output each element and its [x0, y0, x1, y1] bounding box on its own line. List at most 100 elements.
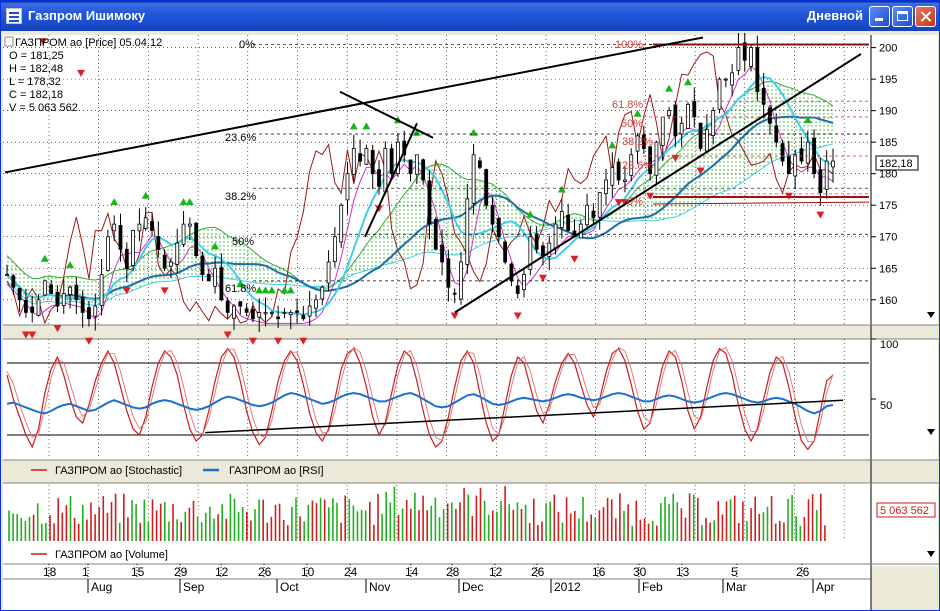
- candle-body: [137, 223, 142, 232]
- candle-body: [799, 148, 804, 162]
- fib-label-right: 50%: [621, 118, 643, 130]
- candle-body: [534, 233, 539, 250]
- up-arrow-icon: [110, 198, 119, 206]
- time-tick-label: 5: [731, 565, 738, 579]
- indicator-panel[interactable]: [3, 339, 871, 460]
- candle-body: [686, 103, 690, 129]
- candle-body: [238, 301, 243, 307]
- up-arrow-icon: [261, 286, 270, 294]
- candle-body: [345, 173, 350, 201]
- up-arrow-icon: [255, 286, 264, 294]
- scroll-down-icon[interactable]: [927, 551, 935, 557]
- candle-body: [553, 223, 558, 249]
- title-bar[interactable]: Газпром Ишимоку Дневной: [1, 1, 939, 31]
- candle-body: [55, 291, 60, 307]
- time-tick-label: 29: [174, 565, 188, 579]
- price-axis-label: 160: [879, 295, 897, 307]
- up-arrow-icon: [683, 78, 692, 86]
- candle-body: [87, 307, 91, 320]
- down-arrow-icon: [696, 167, 705, 175]
- baseline-line: [6, 115, 834, 300]
- candle-body: [623, 179, 627, 182]
- indicator-tick-label: 100: [880, 339, 898, 351]
- candle-body: [490, 204, 495, 225]
- candle-body: [541, 245, 545, 257]
- minimize-button[interactable]: [869, 6, 890, 27]
- scroll-down-icon[interactable]: [927, 429, 935, 435]
- candle-body: [105, 236, 110, 271]
- trendline-channel: [454, 53, 862, 314]
- time-tick-label: 28: [446, 565, 460, 579]
- candle-body: [465, 198, 470, 265]
- candle-body: [786, 155, 791, 175]
- period-label[interactable]: Дневной: [806, 8, 863, 23]
- rsi-trendline: [205, 399, 844, 434]
- maximize-button[interactable]: [892, 6, 913, 27]
- time-tick-label: 14: [405, 565, 419, 579]
- candle-body: [440, 244, 444, 263]
- scroll-down-icon[interactable]: [927, 312, 935, 318]
- candle-body: [36, 299, 41, 316]
- month-label: Feb: [642, 580, 663, 594]
- candle-body: [169, 261, 173, 267]
- down-arrow-icon: [274, 337, 283, 345]
- trendline-short: [364, 122, 418, 238]
- candle-body: [42, 280, 47, 296]
- candle-body: [831, 160, 835, 168]
- fib-label-left: 23.6%: [225, 132, 256, 144]
- candle-body: [118, 225, 123, 250]
- candle-body: [452, 292, 457, 295]
- legend-symbol: ГАЗПРОМ ао [Price] 05.04.12: [15, 37, 162, 49]
- time-tick-label: 24: [344, 565, 358, 579]
- app-icon: [6, 8, 22, 24]
- candle-body: [427, 180, 432, 225]
- candle-body: [377, 169, 381, 187]
- candle-body: [629, 154, 634, 176]
- time-tick-label: 26: [796, 565, 810, 579]
- time-tick-label: 12: [215, 565, 229, 579]
- down-arrow-icon: [375, 205, 384, 213]
- time-tick-label: 26: [258, 565, 272, 579]
- candle-body: [616, 161, 621, 181]
- candle-body: [528, 236, 533, 271]
- candle-body: [175, 242, 180, 265]
- up-arrow-icon: [179, 198, 188, 206]
- candle-body: [711, 110, 716, 136]
- close-button[interactable]: [915, 6, 936, 27]
- down-arrow-icon: [816, 211, 825, 219]
- time-tick-label: 15: [131, 565, 145, 579]
- candle-body: [30, 306, 35, 313]
- legend-open: O = 181,25: [9, 50, 64, 62]
- candle-body: [742, 42, 747, 61]
- candle-body: [459, 261, 463, 300]
- last-price-label: 182,18: [879, 158, 913, 170]
- candle-body: [232, 305, 236, 319]
- candle-body: [591, 210, 596, 219]
- up-arrow-icon: [349, 122, 358, 130]
- candle-body: [351, 148, 356, 175]
- candle-body: [503, 241, 508, 263]
- indicator-axis: [871, 339, 938, 460]
- candle-body: [74, 284, 79, 301]
- up-arrow-icon: [557, 185, 566, 193]
- up-arrow-icon: [185, 198, 194, 206]
- price-axis-label: 170: [879, 232, 897, 244]
- candle-body: [364, 148, 369, 165]
- candle-body: [478, 160, 482, 168]
- candle-body: [307, 305, 312, 317]
- up-arrow-icon: [286, 286, 295, 294]
- time-tick-label: 10: [301, 565, 315, 579]
- fib-label-left: 38.2%: [225, 191, 256, 203]
- candle-body: [421, 159, 426, 181]
- fib-label-left: 50%: [232, 236, 254, 248]
- candle-body: [793, 154, 798, 177]
- down-arrow-icon: [299, 337, 308, 345]
- candle-body: [219, 267, 224, 301]
- time-tick-label: 1: [82, 565, 89, 579]
- candle-body: [49, 284, 54, 294]
- trendline-short: [339, 90, 434, 139]
- up-arrow-icon: [803, 116, 812, 124]
- down-arrow-icon: [223, 331, 232, 339]
- candle-body: [332, 236, 337, 263]
